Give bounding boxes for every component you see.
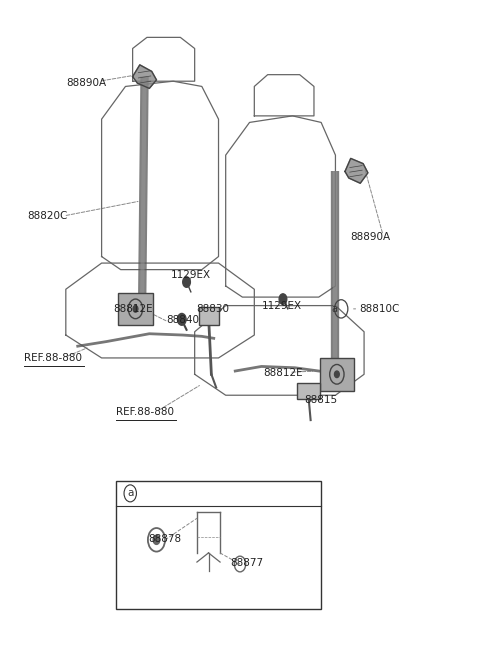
Text: 88890A: 88890A [350, 232, 390, 242]
Circle shape [153, 535, 160, 545]
Text: REF.88-880: REF.88-880 [24, 353, 82, 363]
Polygon shape [345, 158, 368, 183]
Circle shape [133, 306, 138, 312]
Circle shape [335, 371, 339, 378]
Bar [320, 358, 354, 391]
Text: 88810C: 88810C [360, 304, 400, 314]
Bar [116, 481, 321, 608]
Text: 88840: 88840 [166, 315, 199, 325]
Polygon shape [132, 65, 156, 89]
Text: 88812E: 88812E [263, 368, 302, 378]
Text: 88830: 88830 [196, 304, 229, 314]
Text: a: a [127, 488, 133, 499]
Text: 88877: 88877 [230, 558, 264, 568]
Text: 88820C: 88820C [28, 211, 68, 221]
Circle shape [183, 277, 191, 287]
Circle shape [178, 313, 186, 325]
Text: REF.88-880: REF.88-880 [116, 407, 174, 417]
Text: 88815: 88815 [304, 396, 337, 405]
Bar [199, 307, 219, 325]
Bar [297, 383, 320, 399]
Text: 1129EX: 1129EX [171, 270, 211, 280]
Text: 88878: 88878 [148, 534, 181, 544]
Text: 88890A: 88890A [66, 78, 106, 88]
Circle shape [279, 294, 287, 304]
Text: 1129EX: 1129EX [262, 301, 301, 311]
Bar [118, 292, 153, 325]
Text: a: a [331, 304, 337, 314]
Text: 88812E: 88812E [114, 304, 153, 314]
